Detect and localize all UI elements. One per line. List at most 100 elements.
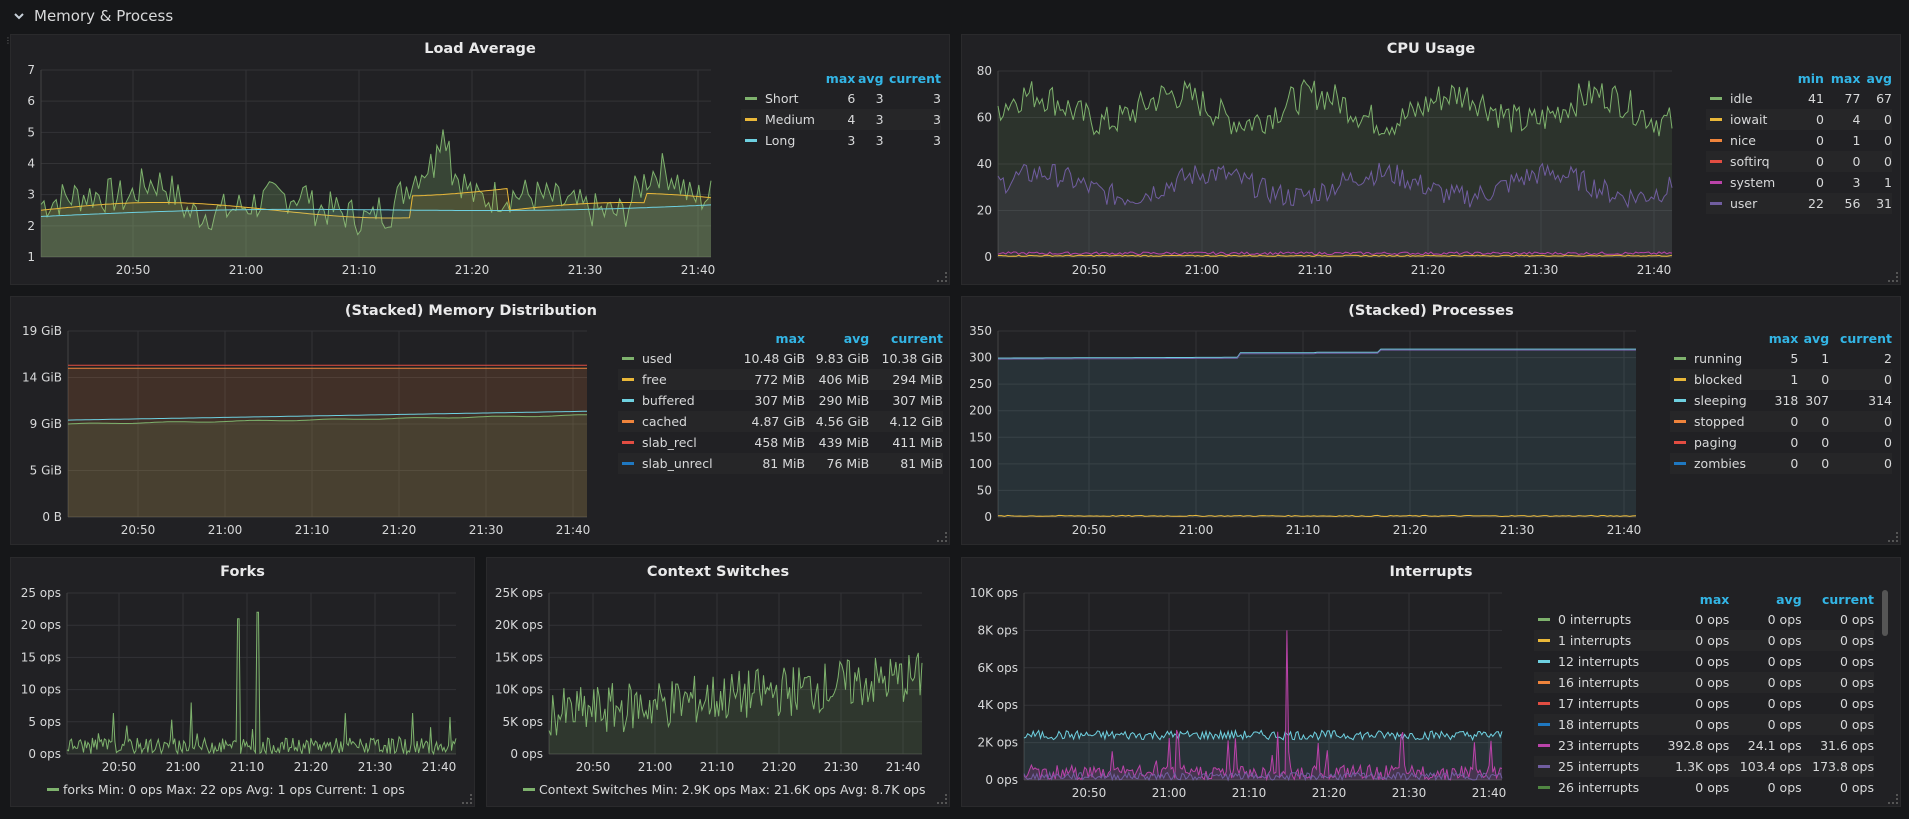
resize-handle[interactable]	[1888, 272, 1898, 282]
load-average-graph[interactable]: 7 6 5 4 3 2 1 20:50 21:00 21:10 21:20 21:30 21:40	[11, 35, 731, 286]
legend-row[interactable]: paging 0 0 0	[1670, 432, 1892, 453]
interrupts-graph[interactable]: 10K ops 8K ops 6K ops 4K ops 2K ops 0 ops 20:5…	[962, 558, 1522, 808]
forks-graph[interactable]: 25 ops 20 ops 15 ops 10 ops 5 ops 0 ops 20:50 2…	[11, 558, 476, 783]
legend-series-name[interactable]: free	[642, 372, 667, 387]
legend-row[interactable]: zombies 0 0 0	[1670, 453, 1892, 474]
legend-header-max[interactable]: max	[825, 70, 856, 86]
legend-text[interactable]: forks Min: 0 ops Max: 22 ops Avg: 1 ops …	[63, 782, 405, 797]
legend-swatch[interactable]	[622, 399, 634, 402]
legend-swatch[interactable]	[1710, 139, 1722, 142]
legend-row[interactable]: iowait 0 4 0	[1706, 109, 1892, 130]
legend-series-name[interactable]: 26 interrupts	[1558, 780, 1640, 795]
panel-title[interactable]: Forks	[220, 564, 265, 580]
legend-header-avg[interactable]: avg	[1776, 591, 1802, 607]
legend-header-current[interactable]: current	[889, 70, 941, 86]
legend-text[interactable]: Context Switches Min: 2.9K ops Max: 21.6…	[539, 782, 926, 797]
legend-series-name[interactable]: idle	[1730, 91, 1753, 106]
legend-series-name[interactable]: Medium	[765, 112, 815, 127]
series-buffered-line[interactable]	[67, 410, 587, 421]
series-25-interrupts-line[interactable]	[1023, 770, 1503, 782]
legend-swatch[interactable]	[1538, 765, 1550, 768]
legend-swatch[interactable]	[1674, 441, 1686, 444]
legend-row[interactable]: 23 interrupts 392.8 ops 24.1 ops 31.6 ops	[1534, 735, 1874, 756]
legend-swatch[interactable]	[1538, 723, 1550, 726]
legend-row[interactable]: nice 0 1 0	[1706, 130, 1892, 151]
resize-handle[interactable]	[1888, 794, 1898, 804]
panel-title[interactable]: CPU Usage	[1386, 41, 1476, 57]
legend-row[interactable]: slab_recl 458 MiB 439 MiB 411 MiB	[618, 432, 943, 453]
legend-series-name[interactable]: slab_recl	[642, 435, 697, 450]
legend-series-name[interactable]: 23 interrupts	[1558, 738, 1640, 753]
legend-row[interactable]: 17 interrupts 0 ops 0 ops 0 ops	[1534, 693, 1874, 714]
processes-graph[interactable]: 350 300 250 200 150 100 50 0 20:50 21:00 21:10 21:2…	[962, 297, 1652, 546]
chevron-down-icon[interactable]	[12, 9, 26, 23]
series-context-switches-line[interactable]	[548, 652, 923, 736]
drag-handle-icon[interactable]: ⋮	[4, 36, 12, 45]
legend-row[interactable]: free 772 MiB 406 MiB 294 MiB	[618, 369, 943, 390]
legend-series-name[interactable]: cached	[642, 414, 687, 429]
legend-swatch[interactable]	[1538, 786, 1550, 789]
legend-header-current[interactable]: current	[891, 330, 943, 346]
legend-swatch[interactable]	[1674, 399, 1686, 402]
legend-row[interactable]: 25 interrupts 1.3K ops 103.4 ops 173.8 ops	[1534, 756, 1874, 777]
legend-series-name[interactable]: iowait	[1730, 112, 1768, 127]
legend-series-name[interactable]: sleeping	[1694, 393, 1747, 408]
legend-series-name[interactable]: 18 interrupts	[1558, 717, 1640, 732]
legend-header-max[interactable]: max	[1830, 70, 1861, 86]
legend-series-name[interactable]: user	[1730, 196, 1758, 211]
legend-header-current[interactable]: current	[1822, 591, 1874, 607]
resize-handle[interactable]	[462, 794, 472, 804]
legend-swatch[interactable]	[1674, 420, 1686, 423]
series-short-line[interactable]	[40, 129, 712, 236]
legend-row[interactable]: running 5 1 2	[1670, 348, 1892, 369]
legend-swatch[interactable]	[1710, 181, 1722, 184]
legend-header-current[interactable]: current	[1840, 330, 1892, 346]
legend-swatch[interactable]	[1538, 744, 1550, 747]
legend-swatch[interactable]	[1538, 618, 1550, 621]
legend-header-avg[interactable]: avg	[843, 330, 870, 346]
legend-series-name[interactable]: paging	[1694, 435, 1737, 450]
legend-row[interactable]: stopped 0 0 0	[1670, 411, 1892, 432]
legend-row[interactable]: 12 interrupts 0 ops 0 ops 0 ops	[1534, 651, 1874, 672]
legend-swatch[interactable]	[622, 378, 634, 381]
legend-series-name[interactable]: 17 interrupts	[1558, 696, 1640, 711]
legend-header-max[interactable]: max	[1699, 591, 1730, 607]
legend-swatch[interactable]	[1538, 660, 1550, 663]
legend-row[interactable]: 0 interrupts 0 ops 0 ops 0 ops	[1534, 609, 1874, 630]
cpu-usage-graph[interactable]: 80 60 40 20 0 20:50 21:00 21:10 21:20 21:30 21:40	[962, 35, 1682, 286]
series-forks-line[interactable]	[66, 611, 457, 756]
legend-row[interactable]: 18 interrupts 0 ops 0 ops 0 ops	[1534, 714, 1874, 735]
legend-swatch[interactable]	[745, 97, 757, 100]
series-sleeping-line[interactable]	[998, 348, 1636, 359]
series-12-interrupts-line[interactable]	[1023, 728, 1503, 742]
legend-swatch[interactable]	[1710, 202, 1722, 205]
legend-swatch[interactable]	[745, 118, 757, 121]
legend-series-name[interactable]: Long	[765, 133, 796, 148]
legend-series-name[interactable]: running	[1694, 351, 1743, 366]
resize-handle[interactable]	[937, 532, 947, 542]
legend-series-name[interactable]: 0 interrupts	[1558, 612, 1632, 627]
legend-swatch[interactable]	[622, 357, 634, 360]
legend-series-name[interactable]: 12 interrupts	[1558, 654, 1640, 669]
series-used-line[interactable]	[67, 414, 587, 425]
legend-row[interactable]: system 0 3 1	[1706, 172, 1892, 193]
panel-title[interactable]: Interrupts	[1389, 564, 1473, 580]
context-switches-graph[interactable]: 25K ops 20K ops 15K ops 10K ops 5K ops 0 ops 2…	[487, 558, 951, 783]
series-23-interrupts-line[interactable]	[1023, 630, 1503, 782]
legend-swatch[interactable]	[1538, 702, 1550, 705]
series-idle-line[interactable]	[997, 78, 1673, 137]
legend-header-min[interactable]: min	[1797, 70, 1824, 86]
row-header[interactable]: Memory & Process	[0, 0, 1909, 32]
legend-row[interactable]: 26 interrupts 0 ops 0 ops 0 ops	[1534, 777, 1874, 798]
legend-swatch[interactable]	[622, 462, 634, 465]
legend-swatch[interactable]	[1710, 97, 1722, 100]
legend-swatch[interactable]	[1710, 118, 1722, 121]
legend-series-name[interactable]: system	[1730, 175, 1776, 190]
legend-row[interactable]: idle 41 77 67	[1706, 88, 1892, 109]
legend-series-name[interactable]: buffered	[642, 393, 695, 408]
legend-header-avg[interactable]: avg	[858, 70, 884, 86]
series-system-line[interactable]	[997, 251, 1673, 256]
legend-series-name[interactable]: 1 interrupts	[1558, 633, 1632, 648]
legend-row[interactable]: cached 4.87 GiB 4.56 GiB 4.12 GiB	[618, 411, 943, 432]
panel-title[interactable]: (Stacked) Memory Distribution	[344, 303, 597, 319]
